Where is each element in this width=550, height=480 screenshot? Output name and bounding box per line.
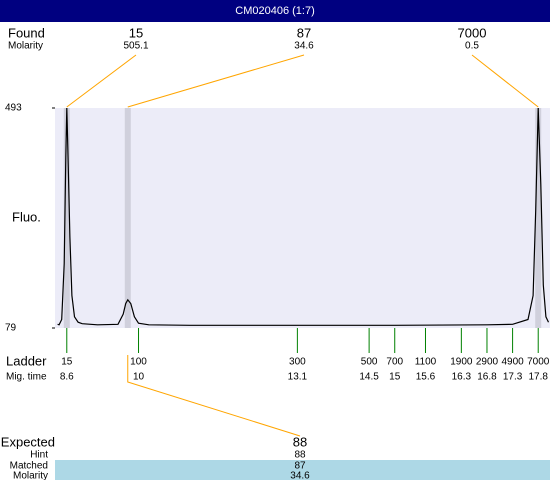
ladder-time: 15 — [389, 372, 401, 383]
y-tick-label: 493 — [5, 103, 22, 114]
found-molarity: 34.6 — [294, 41, 314, 52]
trace — [57, 107, 550, 326]
mig-time-label: Mig. time — [6, 372, 47, 383]
ladder-time: 8.6 — [60, 372, 74, 383]
matched-band — [55, 460, 550, 480]
hint-label: Hint — [30, 450, 48, 461]
ladder-size: 7000 — [527, 357, 550, 368]
plot-area — [55, 108, 550, 328]
expected-value: 88 — [293, 434, 307, 449]
molarity-value: 34.6 — [290, 471, 310, 480]
found-label: Found — [8, 25, 45, 40]
ladder-size: 1100 — [415, 357, 437, 368]
ladder-time: 15.6 — [416, 372, 436, 383]
ladder-size: 300 — [289, 357, 306, 368]
found-molarity: 0.5 — [465, 41, 479, 52]
y-tick-label: 79 — [5, 323, 17, 334]
peak-band — [535, 108, 542, 328]
y-axis-label: Fluo. — [12, 209, 41, 224]
found-connector — [471, 54, 539, 108]
matched-value: 87 — [294, 461, 306, 472]
found-size: 15 — [129, 25, 143, 40]
ladder-size: 700 — [386, 357, 403, 368]
ladder-time: 16.8 — [477, 372, 497, 383]
found-molarity: 505.1 — [123, 41, 148, 52]
ladder-size: 2900 — [476, 357, 499, 368]
ladder-size: 15 — [61, 357, 73, 368]
ladder-time: 16.3 — [452, 372, 472, 383]
chart-title: CM020406 (1:7) — [235, 5, 315, 17]
matched-label: Matched — [10, 461, 48, 472]
found-connector — [127, 54, 305, 108]
expected-connector — [127, 355, 301, 437]
ladder-time: 10 — [133, 372, 145, 383]
molarity-label: Molarity — [13, 471, 48, 480]
expected-label: Expected — [1, 434, 55, 449]
peak-band — [124, 108, 131, 328]
found-size: 7000 — [458, 25, 487, 40]
ladder-size: 100 — [130, 357, 147, 368]
ladder-size: 1900 — [450, 357, 473, 368]
ladder-time: 13.1 — [288, 372, 308, 383]
ladder-size: 4900 — [501, 357, 524, 368]
ladder-time: 17.8 — [528, 372, 548, 383]
ladder-label: Ladder — [6, 353, 47, 368]
title-bar — [0, 0, 550, 22]
hint-value: 88 — [294, 450, 306, 461]
ladder-time: 17.3 — [503, 372, 523, 383]
found-size: 87 — [297, 25, 311, 40]
ladder-time: 14.5 — [359, 372, 379, 383]
found-connector — [66, 54, 137, 108]
peak-band — [63, 108, 70, 328]
ladder-size: 500 — [361, 357, 378, 368]
molarity-label: Molarity — [8, 41, 43, 52]
